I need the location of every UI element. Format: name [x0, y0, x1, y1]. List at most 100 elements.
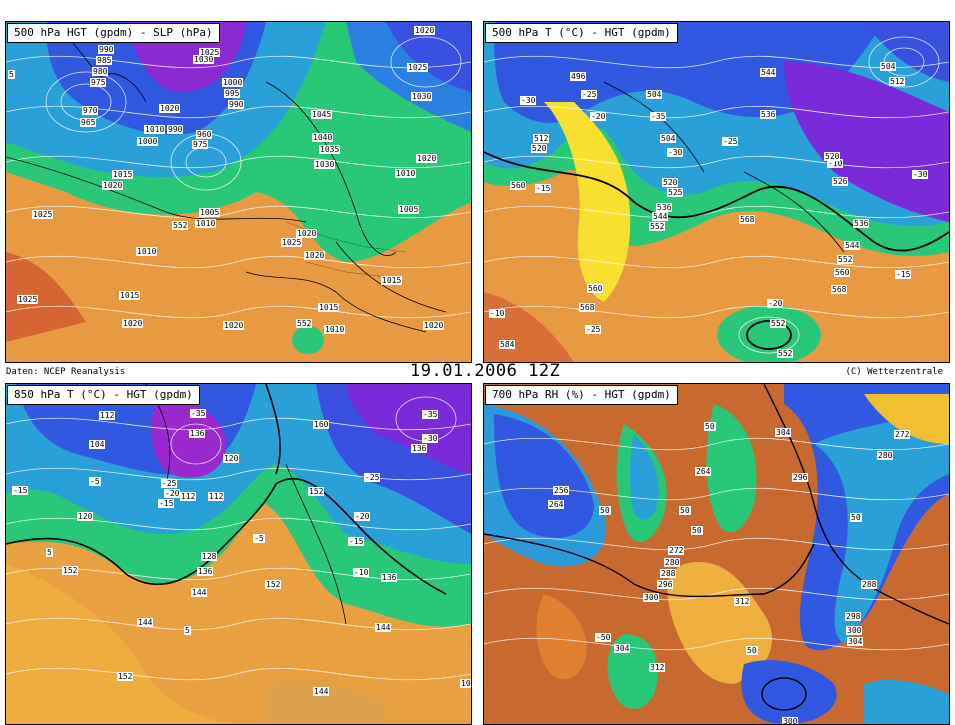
- isobar-label: 975: [90, 78, 107, 87]
- isobar-label: 1025: [17, 295, 39, 304]
- map-panel-850hpa-t-hgt: 850 hPa T (°C) - HGT (gpdm) 112 -35 136 …: [5, 383, 472, 725]
- isobar-label: 980: [92, 67, 109, 76]
- contour-label: 50: [599, 506, 611, 515]
- contour-label: -35: [422, 410, 439, 419]
- isobar-label: 1015: [112, 170, 134, 179]
- isobar-label: 1015: [381, 276, 403, 285]
- contour-label: -20: [590, 112, 607, 121]
- isobar-label: 1020: [414, 26, 436, 35]
- contour-label: 144: [191, 588, 208, 597]
- isobar-label: 1000: [222, 78, 244, 87]
- isobar-label: 985: [96, 56, 113, 65]
- isobar-label: 1020: [416, 154, 438, 163]
- isobar-label: 990: [98, 45, 115, 54]
- contour-label: 584: [499, 340, 516, 349]
- contour-label: 568: [831, 285, 848, 294]
- contour-label: 544: [844, 241, 861, 250]
- contour-label: -30: [422, 434, 439, 443]
- contour-label: -10: [489, 309, 506, 318]
- contour-label: 504: [660, 134, 677, 143]
- contour-label: 512: [533, 134, 550, 143]
- contour-label: -15: [12, 486, 29, 495]
- isobar-label: 970: [82, 106, 99, 115]
- contour-label: 280: [877, 451, 894, 460]
- isobar-label: 1020: [102, 181, 124, 190]
- isobar-label: 1005: [398, 205, 420, 214]
- contour-label: 296: [657, 580, 674, 589]
- contour-label: 272: [894, 430, 911, 439]
- isobar-label: 1030: [314, 160, 336, 169]
- contour-label: 512: [889, 77, 906, 86]
- isobar-label: 1015: [318, 303, 340, 312]
- isobar-label: 1005: [199, 208, 221, 217]
- isobar-label: 990: [167, 125, 184, 134]
- contour-label: 300: [846, 626, 863, 635]
- contour-label: 10: [460, 679, 471, 688]
- map-panel-700hpa-rh-hgt: 700 hPa RH (%) - HGT (gpdm) 304 272 280 …: [483, 383, 950, 725]
- contour-label: -5: [253, 534, 265, 543]
- isobar-label: 1010: [136, 247, 158, 256]
- contour-label: -30: [520, 96, 537, 105]
- contour-label: 112: [180, 492, 197, 501]
- contour-label: -15: [158, 499, 175, 508]
- contour-label: 304: [775, 428, 792, 437]
- contour-label: -25: [722, 137, 739, 146]
- contour-label: 120: [223, 454, 240, 463]
- isobar-label: 1020: [423, 321, 445, 330]
- contour-label: 120: [77, 512, 94, 521]
- contour-label: 496: [570, 72, 587, 81]
- isobar-label: 1030: [411, 92, 433, 101]
- contour-label: 136: [411, 444, 428, 453]
- isobar-label: 5: [8, 70, 15, 79]
- contour-label: 312: [734, 597, 751, 606]
- contour-label: 256: [553, 486, 570, 495]
- contour-label: 288: [660, 569, 677, 578]
- contour-label: 560: [834, 268, 851, 277]
- contour-label: -30: [912, 170, 929, 179]
- contour-label: -15: [348, 537, 365, 546]
- contour-label: 264: [695, 467, 712, 476]
- isobar-label: 1020: [304, 251, 326, 260]
- isobar-label: 1010: [195, 219, 217, 228]
- contour-label: 144: [137, 618, 154, 627]
- contour-label: -15: [535, 184, 552, 193]
- contour-label: 544: [760, 68, 777, 77]
- isobar-label: 1035: [319, 145, 341, 154]
- contour-label: -35: [650, 112, 667, 121]
- isobar-label: 995: [224, 89, 241, 98]
- contour-label: -25: [364, 473, 381, 482]
- isobar-label: 1020: [122, 319, 144, 328]
- isobar-label: 975: [192, 140, 209, 149]
- contour-label: 560: [587, 284, 604, 293]
- contour-label: 5: [46, 548, 53, 557]
- contour-label: -25: [581, 90, 598, 99]
- contour-label: 304: [614, 644, 631, 653]
- contour-label: 552: [837, 255, 854, 264]
- contour-label: 536: [760, 110, 777, 119]
- contour-label: 536: [853, 219, 870, 228]
- map-700hpa-rh-hgt-graphic: [484, 384, 949, 724]
- contour-label: 552: [777, 349, 794, 358]
- valid-datetime-label: 19.01.2006 12Z: [410, 361, 561, 381]
- contour-label: 544: [652, 212, 669, 221]
- contour-label: 128: [201, 552, 218, 561]
- contour-label: 136: [381, 573, 398, 582]
- contour-label: 112: [99, 411, 116, 420]
- data-source-label: Daten: NCEP Reanalysis: [6, 367, 126, 377]
- panel-title-500hpa-hgt-slp: 500 hPa HGT (gpdm) - SLP (hPa): [7, 23, 220, 43]
- panel-title-500hpa-t-hgt: 500 hPa T (°C) - HGT (gpdm): [485, 23, 678, 43]
- contour-label: 264: [548, 500, 565, 509]
- contour-label: 568: [739, 215, 756, 224]
- contour-label: 304: [847, 637, 864, 646]
- contour-label: -25: [585, 325, 602, 334]
- contour-label: -10: [827, 159, 844, 168]
- isobar-label: 1045: [311, 110, 333, 119]
- contour-label: 152: [62, 566, 79, 575]
- isobar-label: 1015: [119, 291, 141, 300]
- contour-label: 300: [643, 593, 660, 602]
- contour-label: -15: [895, 270, 912, 279]
- contour-label: -20: [354, 512, 371, 521]
- contour-label: -10: [353, 568, 370, 577]
- contour-label: -25: [161, 479, 178, 488]
- contour-label: 520: [531, 144, 548, 153]
